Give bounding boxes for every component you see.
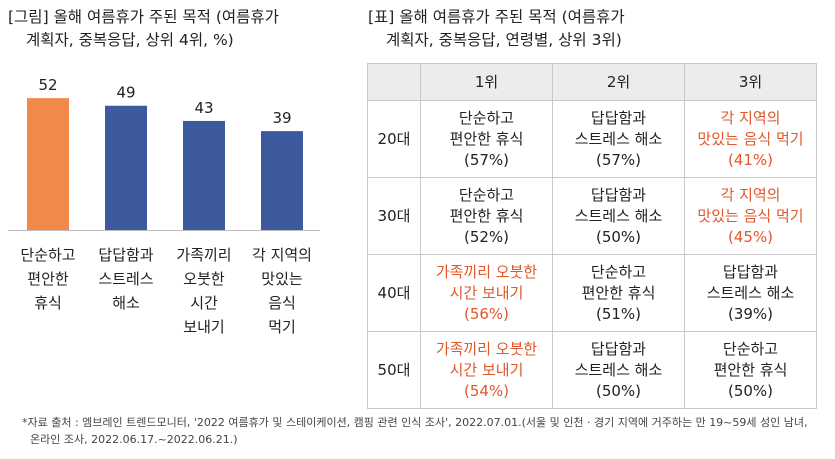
cell-line: 편안한 휴식	[449, 129, 524, 148]
cell-line: (57%)	[595, 150, 642, 169]
cell-line: 각 지역의	[720, 108, 781, 127]
row-age-label: 30대	[367, 177, 421, 255]
row-age-label: 20대	[367, 100, 421, 178]
footnote-line2: 온라인 조사, 2022.06.17.~2022.06.21.)	[30, 433, 238, 446]
category-label: 단순하고	[20, 246, 75, 264]
cell-line: 시간 보내기	[449, 360, 524, 379]
rank-table: 1위 2위 3위 20대 단순하고 편안한 휴식 (57%) 답답함과 스트레스 해소 (5…	[367, 63, 817, 409]
cell-line: 답답함과	[590, 108, 647, 127]
table-corner	[367, 63, 421, 101]
cell-line: (51%)	[595, 304, 642, 323]
cell-line: 스트레스 해소	[706, 283, 795, 302]
bar	[183, 120, 225, 230]
chart-title-line1: [그림] 올해 여름휴가 주된 목적 (여름휴가	[8, 8, 279, 26]
row-age-label: 40대	[367, 254, 421, 332]
bar	[27, 98, 69, 231]
cell-line: (52%)	[463, 227, 510, 246]
category-label: 보내기	[183, 318, 224, 336]
cell-line: (45%)	[727, 227, 774, 246]
category-label: 답답함과	[98, 246, 153, 264]
category-label: 편안한	[27, 270, 69, 288]
category-label: 음식	[268, 294, 296, 312]
bar-value-label: 43	[194, 99, 213, 117]
category-label: 맛있는	[261, 270, 303, 288]
category-label: 각 지역의	[252, 246, 312, 264]
header-rank-3: 3위	[684, 63, 817, 101]
cell-line: 단순하고	[458, 108, 515, 127]
row-age-label: 50대	[367, 331, 421, 409]
cell-line: (54%)	[463, 381, 510, 400]
footnote-line1: *자료 출처 : 엠브레인 트렌드모니터, '2022 여름휴가 및 스테이케이…	[22, 416, 808, 429]
cell-line: 스트레스 해소	[574, 360, 663, 379]
cell-line: 단순하고	[590, 262, 647, 281]
cell-line: 편안한 휴식	[713, 360, 788, 379]
cell-line: 스트레스 해소	[574, 206, 663, 225]
cell-line: (50%)	[595, 227, 642, 246]
table-title-line2: 계획자, 중복응답, 연령별, 상위 3위)	[386, 31, 622, 49]
bar	[261, 131, 303, 230]
cell-line: (50%)	[595, 381, 642, 400]
cell-line: 시간 보내기	[449, 283, 524, 302]
category-label: 해소	[112, 294, 140, 312]
cell-line: 단순하고	[722, 339, 779, 358]
cell-line: 가족끼리 오붓한	[435, 262, 538, 281]
chart-title: [그림] 올해 여름휴가 주된 목적 (여름휴가 계획자, 중복응답, 상위 4…	[8, 6, 338, 52]
cell-line: (50%)	[727, 381, 774, 400]
cell-line: 편안한 휴식	[581, 283, 656, 302]
header-rank-2: 2위	[552, 63, 685, 101]
cell-line: 맛있는 음식 먹기	[697, 129, 804, 148]
bar	[105, 105, 147, 230]
cell-line: 단순하고	[458, 185, 515, 204]
footnote: *자료 출처 : 엠브레인 트렌드모니터, '2022 여름휴가 및 스테이케이…	[22, 414, 832, 448]
cell-line: 답답함과	[590, 185, 647, 204]
cell-line: 각 지역의	[720, 185, 781, 204]
category-label: 가족끼리	[176, 246, 231, 264]
table-title: [표] 올해 여름휴가 주된 목적 (여름휴가 계획자, 중복응답, 연령별, …	[368, 6, 828, 52]
category-label: 오붓한	[183, 270, 225, 288]
cell-line: 가족끼리 오붓한	[435, 339, 538, 358]
cell-line: 스트레스 해소	[574, 129, 663, 148]
category-label: 휴식	[34, 294, 62, 312]
bar-value-label: 39	[272, 109, 291, 127]
cell-line: 편안한 휴식	[449, 206, 524, 225]
table-header-row: 1위 2위 3위	[367, 63, 817, 101]
chart-title-line2: 계획자, 중복응답, 상위 4위, %)	[26, 31, 234, 49]
bar-value-label: 52	[38, 76, 57, 94]
category-label: 스트레스	[98, 270, 153, 288]
cell-line: (57%)	[463, 150, 510, 169]
cell-line: (41%)	[727, 150, 774, 169]
cell-line: (56%)	[463, 304, 510, 323]
bar-value-label: 49	[116, 84, 135, 102]
cell-line: 답답함과	[590, 339, 647, 358]
header-rank-1: 1위	[420, 63, 553, 101]
cell-line: 맛있는 음식 먹기	[697, 206, 804, 225]
cell-line: 답답함과	[722, 262, 779, 281]
category-label: 시간	[190, 294, 218, 312]
category-label: 먹기	[268, 318, 296, 336]
table-title-line1: [표] 올해 여름휴가 주된 목적 (여름휴가	[368, 8, 625, 26]
table-row: 50대 가족끼리 오붓한 시간 보내기 (54%) 답답함과 스트레스 해소 (50%) 단순…	[367, 331, 817, 409]
cell-line: (39%)	[727, 304, 774, 323]
